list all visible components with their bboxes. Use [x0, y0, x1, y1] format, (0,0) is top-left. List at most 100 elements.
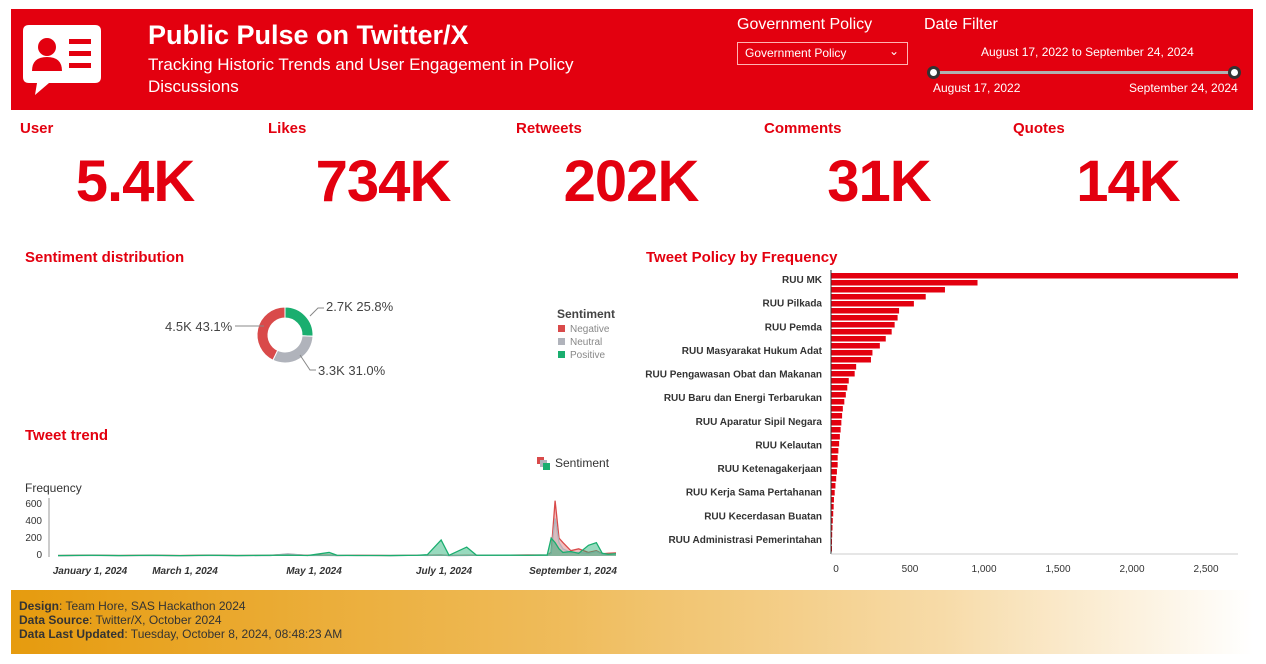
policy-bar[interactable]: [831, 399, 845, 405]
trend-ylabel: Frequency: [25, 481, 82, 495]
ytick: 0: [36, 550, 42, 561]
footer: Design: Team Hore, SAS Hackathon 2024 Da…: [11, 590, 1253, 654]
policy-bar[interactable]: [831, 371, 855, 377]
kpi-comments-label: Comments: [764, 120, 842, 137]
ytick: 200: [25, 533, 42, 544]
policy-bar[interactable]: [831, 280, 978, 286]
policy-bar[interactable]: [831, 448, 839, 454]
policy-label: RUU Kerja Sama Pertahanan: [686, 488, 822, 499]
date-slider-track[interactable]: [933, 71, 1235, 74]
policy-label: RUU Ketenagakerjaan: [718, 464, 822, 475]
policy-label: RUU Kelautan: [755, 440, 822, 451]
policy-bar[interactable]: [831, 532, 833, 538]
trend-area-positive: [58, 538, 616, 556]
legend-positive[interactable]: Positive: [570, 350, 605, 361]
kpi-user-value: 5.4K: [75, 149, 196, 214]
policy-bar[interactable]: [831, 420, 842, 426]
trend-area-negative: [58, 500, 616, 556]
kpi-quotes-value: 14K: [1076, 149, 1180, 214]
policy-bar[interactable]: [831, 497, 834, 503]
xtick: September 1, 2024: [529, 566, 617, 577]
policy-xtick: 2,500: [1193, 564, 1218, 575]
legend-negative[interactable]: Negative: [570, 324, 610, 335]
policy-label: RUU Baru dan Energi Terbarukan: [664, 393, 822, 404]
policy-label: RUU Kecerdasan Buatan: [704, 511, 822, 522]
policy-bar[interactable]: [831, 350, 873, 356]
policy-bar[interactable]: [831, 525, 833, 531]
policy-bar[interactable]: [831, 287, 945, 293]
ytick: 600: [25, 499, 42, 510]
xtick: March 1, 2024: [152, 566, 218, 577]
policy-xtick: 500: [902, 564, 919, 575]
policy-label: RUU MK: [782, 275, 823, 286]
policy-bar[interactable]: [831, 378, 849, 384]
legend-swatch-negative: [558, 325, 565, 332]
date-filter-label: Date Filter: [924, 16, 998, 33]
donut-slice-neutral[interactable]: [272, 335, 314, 364]
date-slider-end-handle[interactable]: [1228, 66, 1241, 79]
kpi-likes-value: 734K: [315, 149, 452, 214]
policy-label: RUU Pemda: [765, 322, 823, 333]
policy-bar[interactable]: [831, 469, 837, 475]
trend-line-neutral[interactable]: [57, 518, 617, 557]
policy-bar[interactable]: [831, 490, 835, 496]
policy-bar[interactable]: [831, 504, 834, 510]
legend-neutral[interactable]: Neutral: [570, 337, 602, 348]
policy-bar[interactable]: [831, 322, 895, 328]
policy-bar[interactable]: [831, 301, 914, 307]
policy-bar[interactable]: [831, 294, 926, 300]
xtick: July 1, 2024: [416, 566, 473, 577]
policy-bar[interactable]: [831, 518, 833, 524]
page-subtitle: Tracking Historic Trends and User Engage…: [148, 55, 574, 96]
kpi-quotes-label: Quotes: [1013, 120, 1065, 137]
policy-label: RUU Aparatur Sipil Negara: [696, 417, 823, 428]
policy-label: RUU Masyarakat Hukum Adat: [682, 346, 823, 357]
date-range-text: August 17, 2022 to September 24, 2024: [981, 45, 1194, 59]
policy-bar[interactable]: [831, 406, 843, 412]
policy-bar[interactable]: [831, 476, 837, 482]
policy-bar[interactable]: [831, 336, 886, 342]
policy-bar[interactable]: [831, 462, 838, 468]
policy-bar[interactable]: [831, 357, 871, 363]
xtick: May 1, 2024: [286, 566, 342, 577]
policy-xtick: 0: [833, 564, 839, 575]
policy-bar[interactable]: [831, 434, 840, 440]
policy-bar[interactable]: [831, 392, 846, 398]
label-negative: 4.5K 43.1%: [165, 319, 233, 334]
trend-title: Tweet trend: [25, 427, 109, 444]
policy-bar[interactable]: [831, 308, 900, 314]
donut-slice-positive[interactable]: [284, 306, 314, 337]
policy-bar[interactable]: [831, 385, 848, 391]
policy-bar[interactable]: [831, 329, 892, 335]
policy-frequency-chart: RUU MK RUU Pilkada RUU Pemda RUU Masyarakat…: [645, 270, 1238, 575]
trend-area-neutral: [58, 518, 616, 556]
policy-bar[interactable]: [831, 455, 838, 461]
policy-bar[interactable]: [831, 315, 898, 321]
trend-line-positive[interactable]: [57, 536, 617, 557]
policy-label: RUU Pilkada: [763, 299, 823, 310]
kpi-comments-value: 31K: [827, 149, 931, 214]
policy-bar[interactable]: [831, 343, 880, 349]
date-slider-start-handle[interactable]: [927, 66, 940, 79]
trend-line-negative[interactable]: [57, 500, 617, 557]
policy-filter-dropdown[interactable]: Government Policy ⌄: [737, 42, 908, 65]
policy-bar[interactable]: [831, 364, 857, 370]
policy-filter-value: Government Policy: [745, 46, 847, 60]
policy-label: RUU Administrasi Pemerintahan: [668, 535, 822, 546]
kpi-likes-label: Likes: [268, 120, 307, 137]
sentiment-legend-title: Sentiment: [557, 307, 615, 321]
policy-bar[interactable]: [831, 273, 1238, 279]
policy-bar[interactable]: [831, 483, 836, 489]
user-card-icon: [23, 25, 101, 95]
chevron-down-icon: ⌄: [888, 44, 899, 58]
policy-bar[interactable]: [831, 427, 841, 433]
donut-slice-negative[interactable]: [256, 306, 286, 361]
trend-legend-label[interactable]: Sentiment: [555, 456, 610, 470]
policy-xtick: 1,500: [1045, 564, 1070, 575]
policy-bar[interactable]: [831, 413, 843, 419]
ytick: 400: [25, 516, 42, 527]
policy-bar[interactable]: [831, 441, 840, 447]
page-title: Public Pulse on Twitter/X: [148, 20, 469, 50]
sentiment-donut-chart: 4.5K 43.1% 3.3K 31.0% 2.7K 25.8% Sentime…: [165, 299, 615, 378]
policy-bar[interactable]: [831, 511, 834, 517]
